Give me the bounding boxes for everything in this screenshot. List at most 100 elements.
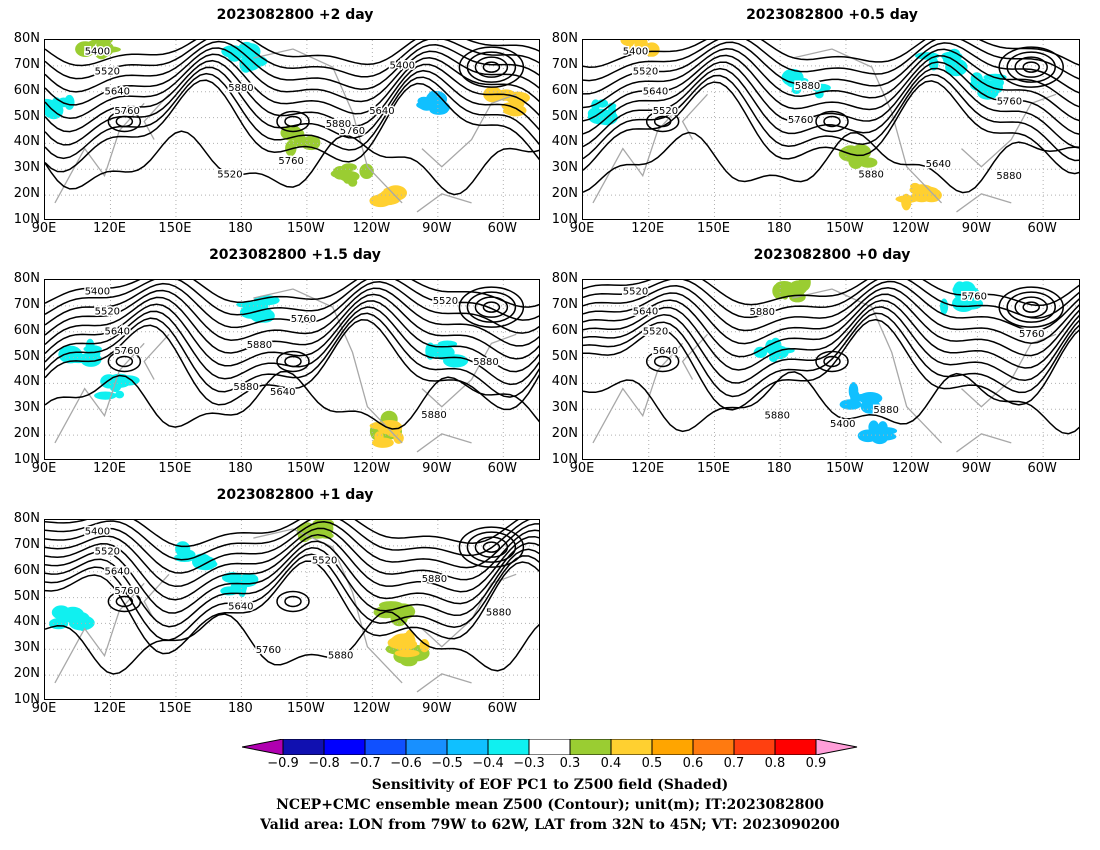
y-tick-label: 40N bbox=[13, 614, 40, 630]
map-canvas: 5400 5520 5640 5760 5640 5520 5760 5880 5880 5880 bbox=[45, 520, 539, 699]
z500-contour bbox=[583, 131, 1079, 194]
z500-contour bbox=[45, 293, 539, 360]
sensitivity-shading bbox=[620, 40, 637, 46]
z500-closed-contour bbox=[276, 590, 310, 613]
x-tick-label: 150W bbox=[826, 221, 864, 236]
sensitivity-shading bbox=[928, 56, 939, 71]
sensitivity-shading bbox=[753, 346, 768, 358]
contour-label: 5400 bbox=[85, 287, 110, 298]
sensitivity-shading bbox=[607, 102, 617, 109]
contour-label: 5400 bbox=[85, 47, 110, 58]
contour-label: 5760 bbox=[1019, 329, 1044, 340]
contour-label: 5520 bbox=[643, 326, 668, 337]
sensitivity-shading bbox=[425, 342, 436, 360]
y-tick-label: 60N bbox=[13, 322, 40, 338]
z500-contour bbox=[583, 371, 1079, 435]
z500-contour bbox=[583, 41, 1079, 95]
z500-contour bbox=[45, 79, 539, 173]
y-tick-label: 80N bbox=[551, 31, 578, 46]
contour-label: 5520 bbox=[653, 106, 678, 117]
y-tick-label: 40N bbox=[13, 134, 40, 150]
contour-label: 5640 bbox=[105, 326, 130, 337]
z500-contour bbox=[45, 53, 539, 120]
contour-label: 5880 bbox=[858, 170, 883, 181]
sensitivity-shading bbox=[398, 632, 416, 649]
sensitivity-shading bbox=[860, 399, 881, 414]
z500-contour bbox=[45, 527, 539, 588]
map-plot: 5400 5520 5640 5760 5520 5640 5760 5880 5880 5880… bbox=[44, 279, 540, 460]
colorbar-tick-label: 0.3 bbox=[559, 756, 581, 771]
coastline bbox=[592, 48, 1057, 213]
sensitivity-shading bbox=[775, 281, 793, 289]
z500-contour bbox=[45, 40, 539, 80]
z500-closed-contour bbox=[284, 115, 302, 128]
y-tick-label: 10N bbox=[551, 212, 578, 227]
sensitivity-shading bbox=[339, 170, 360, 182]
contour-label: 5760 bbox=[788, 115, 813, 126]
sensitivity-shading bbox=[293, 133, 307, 148]
contour-label: 5880 bbox=[326, 119, 351, 130]
y-tick-label: 30N bbox=[551, 400, 578, 416]
contour-label: 5640 bbox=[228, 602, 253, 613]
coastline bbox=[54, 288, 517, 453]
z500-closed-contour bbox=[653, 115, 672, 128]
caption-line-3: Valid area: LON from 79W to 62W, LAT fro… bbox=[260, 817, 840, 833]
sensitivity-shading bbox=[374, 431, 384, 443]
contour-label: 5400 bbox=[390, 61, 415, 72]
sensitivity-shading bbox=[94, 391, 117, 400]
z500-closed-contour bbox=[815, 350, 849, 373]
y-tick-label: 20N bbox=[13, 426, 40, 442]
z500-closed-contour bbox=[284, 595, 302, 608]
z500-contour bbox=[583, 48, 1079, 109]
y-tick-label: 70N bbox=[551, 296, 578, 312]
panel-title: 2023082800 +0 day bbox=[753, 247, 911, 263]
panel-title: 2023082800 +2 day bbox=[216, 7, 374, 23]
panel-title: 2023082800 +0.5 day bbox=[746, 7, 918, 23]
z500-closed-contour bbox=[115, 595, 134, 608]
contour-label: 5640 bbox=[633, 306, 658, 317]
y-tick-label: 10N bbox=[551, 452, 578, 467]
z500-closed-contour bbox=[107, 350, 142, 373]
sensitivity-shading bbox=[192, 553, 212, 570]
contour-label: 5640 bbox=[270, 387, 295, 398]
sensitivity-shading bbox=[901, 193, 912, 211]
y-tick-label: 80N bbox=[13, 511, 40, 526]
sensitivity-shading bbox=[80, 352, 102, 367]
contour-label: 5520 bbox=[623, 287, 648, 298]
x-tick-label: 120W bbox=[891, 461, 930, 476]
y-tick-label: 70N bbox=[13, 56, 40, 72]
map-plot: 5520 5640 5520 5640 5760 5400 5760 5880 5880 5880 bbox=[582, 279, 1080, 460]
colorbar-tick-label: −0.6 bbox=[390, 756, 422, 771]
contour-label: 5520 bbox=[95, 66, 120, 77]
coastline bbox=[54, 48, 517, 213]
contour-label: 5760 bbox=[278, 156, 303, 167]
contour-label: 5880 bbox=[873, 405, 898, 416]
colorbar-tick-label: 0.6 bbox=[682, 756, 704, 771]
z500-contour bbox=[45, 560, 539, 655]
z500-closed-contour bbox=[115, 115, 134, 128]
sensitivity-shading bbox=[969, 78, 993, 92]
colorbar-extend-low bbox=[242, 739, 284, 755]
contour-label: 5520 bbox=[312, 556, 337, 567]
y-tick-label: 10N bbox=[13, 452, 40, 467]
z500-closed-contour bbox=[466, 291, 517, 323]
contour-label: 5520 bbox=[433, 296, 458, 307]
contour-label: 5880 bbox=[233, 382, 258, 393]
z500-closed-contour bbox=[823, 115, 841, 128]
sensitivity-shading bbox=[436, 101, 450, 113]
x-tick-label: 180 bbox=[227, 221, 253, 236]
sensitivity-shading bbox=[51, 605, 71, 620]
contour-label: 5880 bbox=[421, 410, 446, 421]
z500-contour bbox=[45, 312, 539, 398]
z500-contour bbox=[583, 280, 1079, 332]
x-tick-label: 90W bbox=[961, 461, 992, 476]
z500-contour bbox=[583, 299, 1079, 371]
contour-label: 5760 bbox=[962, 292, 987, 303]
x-tick-label: 180 bbox=[227, 461, 253, 476]
panel-title: 2023082800 +1.5 day bbox=[209, 247, 381, 263]
sensitivity-shading bbox=[341, 163, 357, 172]
colorbar-tick-label: −0.4 bbox=[472, 756, 504, 771]
sensitivity-shading bbox=[306, 523, 332, 539]
z500-closed-contour bbox=[1006, 291, 1056, 323]
x-tick-label: 90W bbox=[422, 221, 452, 236]
